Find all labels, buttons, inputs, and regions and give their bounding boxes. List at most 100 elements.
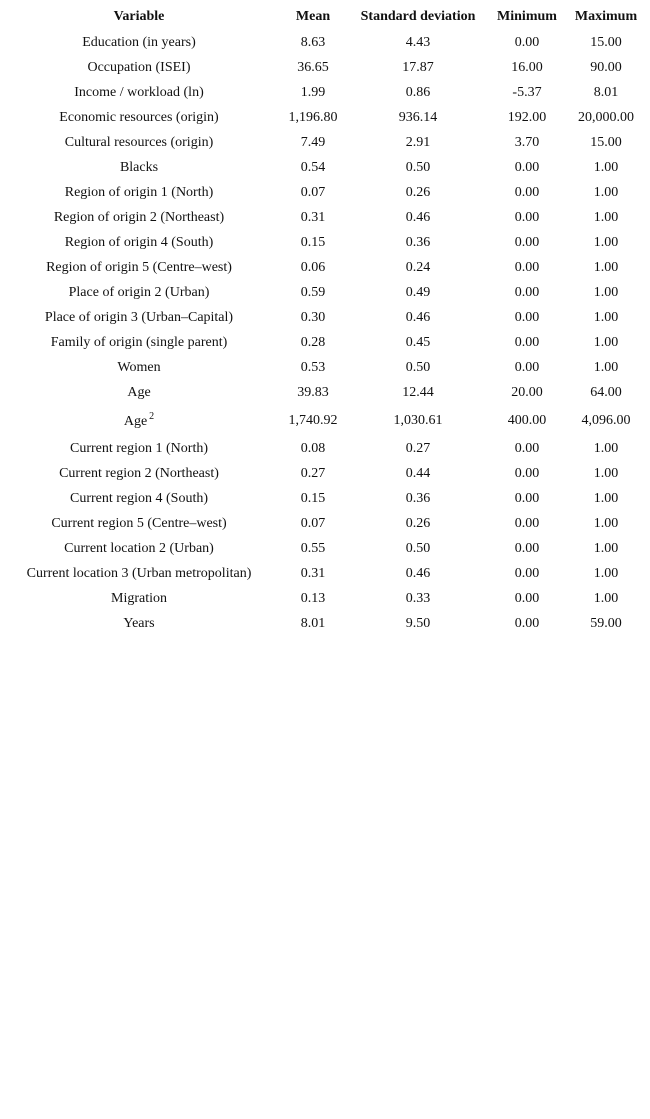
table-row: Current location 2 (Urban) 0.55 0.50 0.00 1.… xyxy=(0,536,646,561)
cell-min: 0.00 xyxy=(514,359,540,375)
cell-max: 1.00 xyxy=(593,515,619,531)
table-row: Age 39.83 12.44 20.00 64.00 xyxy=(0,380,646,405)
variable-label: Cultural resources (origin) xyxy=(64,134,214,150)
table-row: Education (in years) 8.63 4.43 0.00 15.00 xyxy=(0,30,646,55)
cell-max: 1.00 xyxy=(593,465,619,481)
cell-mean: 0.27 xyxy=(300,465,326,481)
cell-max: 15.00 xyxy=(590,34,622,50)
cell-min: 0.00 xyxy=(514,515,540,531)
cell-sd: 0.26 xyxy=(405,515,431,531)
cell-min: 16.00 xyxy=(511,59,543,75)
cell-mean: 0.07 xyxy=(300,515,326,531)
cell-sd: 12.44 xyxy=(402,384,434,400)
cell-max: 1.00 xyxy=(593,284,619,300)
cell-variable: Current region 1 (North) xyxy=(0,436,278,461)
cell-variable: Cultural resources (origin) xyxy=(0,130,278,155)
cell-mean: 0.08 xyxy=(300,440,326,456)
cell-min: 0.00 xyxy=(514,184,540,200)
table-row: Family of origin (single parent) 0.28 0.45… xyxy=(0,330,646,355)
cell-sd: 1,030.61 xyxy=(393,412,443,428)
cell-sd: 0.49 xyxy=(405,284,431,300)
cell-max: 1.00 xyxy=(593,209,619,225)
cell-sd: 0.26 xyxy=(405,184,431,200)
cell-min: 0.00 xyxy=(514,565,540,581)
cell-max: 1.00 xyxy=(593,490,619,506)
cell-mean: 0.54 xyxy=(300,159,326,175)
table-row: Cultural resources (origin) 7.49 2.91 3.70 1… xyxy=(0,130,646,155)
cell-max: 1.00 xyxy=(593,234,619,250)
variable-label: Place of origin 2 (Urban) xyxy=(68,284,210,300)
cell-sd: 0.27 xyxy=(405,440,431,456)
cell-variable: Women xyxy=(0,355,278,380)
cell-max: 1.00 xyxy=(593,565,619,581)
cell-mean: 8.63 xyxy=(300,34,326,50)
cell-sd: 0.50 xyxy=(405,159,431,175)
cell-mean: 1.99 xyxy=(300,84,326,100)
cell-max: 4,096.00 xyxy=(581,412,631,428)
table-row: Years 8.01 9.50 0.00 59.00 xyxy=(0,611,646,636)
variable-label: Region of origin 2 (Northeast) xyxy=(53,209,225,225)
cell-min: 0.00 xyxy=(514,590,540,606)
cell-max: 15.00 xyxy=(590,134,622,150)
header-min: Minimum xyxy=(497,9,557,24)
table-row: Region of origin 4 (South) 0.15 0.36 0.00 1.… xyxy=(0,230,646,255)
cell-sd: 2.91 xyxy=(405,134,431,150)
variable-label: Occupation (ISEI) xyxy=(87,59,191,75)
cell-sd: 9.50 xyxy=(405,615,431,631)
header-mean: Mean xyxy=(295,9,331,24)
table-row: Migration 0.13 0.33 0.00 1.00 xyxy=(0,586,646,611)
table-row: Women 0.53 0.50 0.00 1.00 xyxy=(0,355,646,380)
variable-label: Migration xyxy=(111,590,167,606)
cell-min: 20.00 xyxy=(511,384,543,400)
cell-min: 0.00 xyxy=(514,615,540,631)
table-row: Region of origin 5 (Centre–west) 0.06 0.24… xyxy=(0,255,646,280)
cell-mean: 7.49 xyxy=(300,134,326,150)
cell-variable: Current location 2 (Urban) xyxy=(0,536,278,561)
cell-variable: Years xyxy=(0,611,278,636)
cell-sd: 0.33 xyxy=(405,590,431,606)
variable-label: Income / workload (ln) xyxy=(74,84,204,100)
table-row: Current region 5 (Centre–west) 0.07 0.26 0.… xyxy=(0,511,646,536)
superscript: 2 xyxy=(149,411,155,422)
variable-label: Place of origin 3 (Urban–Capital) xyxy=(44,309,234,325)
variable-label: Economic resources (origin) xyxy=(59,109,219,125)
table-row: Region of origin 1 (North) 0.07 0.26 0.00 1.… xyxy=(0,180,646,205)
cell-max: 1.00 xyxy=(593,184,619,200)
cell-sd: 17.87 xyxy=(402,59,434,75)
cell-mean: 39.83 xyxy=(297,384,329,400)
cell-min: 0.00 xyxy=(514,159,540,175)
cell-sd: 0.46 xyxy=(405,309,431,325)
table-row: Place of origin 2 (Urban) 0.59 0.49 0.00 1.0… xyxy=(0,280,646,305)
variable-label: Current location 2 (Urban) xyxy=(64,540,214,556)
cell-variable: Current region 4 (South) xyxy=(0,486,278,511)
table-row: Place of origin 3 (Urban–Capital) 0.30 0.4… xyxy=(0,305,646,330)
cell-variable: Region of origin 2 (Northeast) xyxy=(0,205,278,230)
table-row: Age 2 1,740.92 1,030.61 400.00 4,096.00 xyxy=(0,405,646,436)
variable-label: Current region 5 (Centre–west) xyxy=(51,515,227,531)
cell-max: 8.01 xyxy=(593,84,619,100)
descriptive-statistics-table: Variable Mean Standard deviation Minimum… xyxy=(0,4,646,636)
table-row: Income / workload (ln) 1.99 0.86 -5.37 8.01 xyxy=(0,80,646,105)
cell-max: 1.00 xyxy=(593,309,619,325)
table-row: Current region 4 (South) 0.15 0.36 0.00 1.00 xyxy=(0,486,646,511)
cell-mean: 0.15 xyxy=(300,234,326,250)
cell-mean: 0.06 xyxy=(300,259,326,275)
cell-mean: 0.59 xyxy=(300,284,326,300)
cell-variable: Blacks xyxy=(0,155,278,180)
cell-variable: Family of origin (single parent) xyxy=(0,330,278,355)
cell-variable: Occupation (ISEI) xyxy=(0,55,278,80)
cell-max: 1.00 xyxy=(593,159,619,175)
cell-mean: 0.07 xyxy=(300,184,326,200)
cell-mean: 0.31 xyxy=(300,209,326,225)
cell-variable: Place of origin 2 (Urban) xyxy=(0,280,278,305)
table-row: Occupation (ISEI) 36.65 17.87 16.00 90.00 xyxy=(0,55,646,80)
cell-variable: Current region 2 (Northeast) xyxy=(0,461,278,486)
variable-label: Women xyxy=(117,359,161,375)
cell-mean: 0.55 xyxy=(300,540,326,556)
cell-min: 0.00 xyxy=(514,209,540,225)
cell-max: 20,000.00 xyxy=(578,109,634,125)
variable-label: Current region 2 (Northeast) xyxy=(59,465,219,481)
variable-label: Current location 3 (Urban metropolitan) xyxy=(26,565,252,581)
cell-variable: Region of origin 5 (Centre–west) xyxy=(0,255,278,280)
cell-sd: 936.14 xyxy=(398,109,438,125)
